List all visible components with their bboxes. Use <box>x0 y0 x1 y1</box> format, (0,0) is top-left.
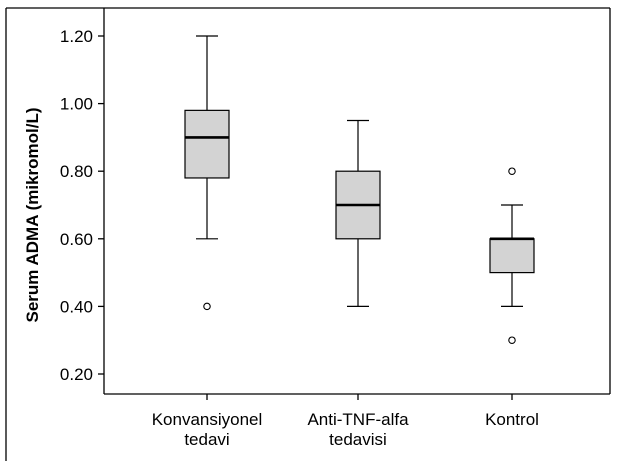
y-axis-title: Serum ADMA (mikromol/L) <box>23 107 42 322</box>
x-category-label: Anti-TNF-alfa <box>307 410 409 429</box>
y-tick-label: 1.00 <box>60 95 93 114</box>
y-tick-label: 0.40 <box>60 297 93 316</box>
x-category-label: Konvansiyonel <box>152 410 263 429</box>
y-tick-label: 0.60 <box>60 230 93 249</box>
outlier-point <box>203 302 211 311</box>
box-series <box>184 35 535 344</box>
x-category-label: Kontrol <box>485 410 539 429</box>
box-iqr <box>184 109 230 179</box>
plot-axes <box>5 7 611 461</box>
x-category-label: tedavi <box>184 430 229 449</box>
y-tick-label: 0.80 <box>60 162 93 181</box>
y-tick-label: 0.20 <box>60 365 93 384</box>
outlier-point <box>508 167 516 175</box>
box-iqr <box>489 238 535 274</box>
outlier-point <box>508 336 516 344</box>
axis-labels: 0.200.400.600.801.001.20Konvansiyonelted… <box>23 27 539 449</box>
x-category-label: tedavisi <box>329 430 387 449</box>
y-tick-label: 1.20 <box>60 27 93 46</box>
